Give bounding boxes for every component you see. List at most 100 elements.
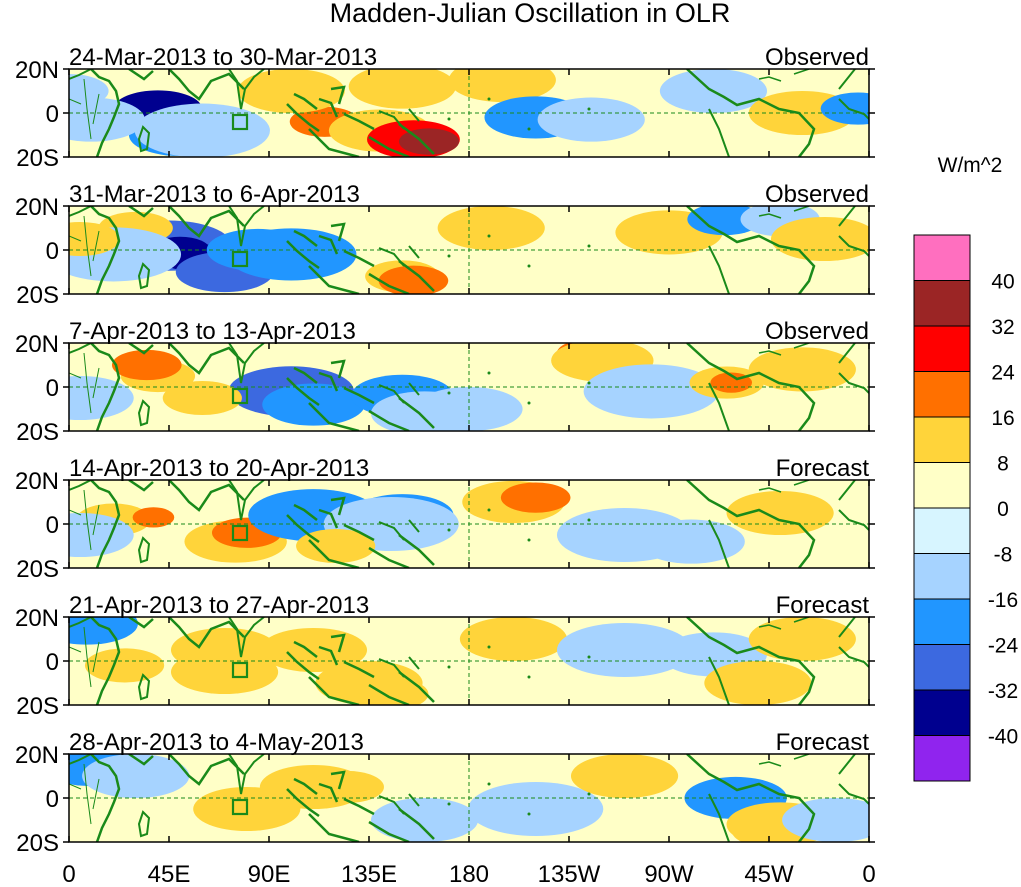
- anomaly-blob: [378, 265, 449, 294]
- colorbar-tick-label: 8: [997, 453, 1009, 476]
- lat-label: 20S: [16, 282, 59, 309]
- index-box: [231, 524, 249, 542]
- anomaly-blob: [570, 754, 679, 799]
- colorbar-tick-label: 0: [997, 498, 1009, 521]
- lat-label: 20S: [16, 145, 59, 172]
- panel-dates: 28-Apr-2013 to 4-May-2013: [69, 729, 364, 756]
- map-panels: 24-Mar-2013 to 30-Mar-2013 Observed 20N 0 20…: [15, 44, 875, 857]
- anomaly-blob: [448, 69, 556, 103]
- index-box: [231, 798, 249, 816]
- anomaly-blob: [354, 677, 429, 705]
- map-panel: 24-Mar-2013 to 30-Mar-2013 Observed 20N 0 20…: [15, 44, 875, 172]
- anomaly-blob: [111, 349, 182, 381]
- anomaly-blob: [237, 69, 345, 114]
- anomaly-blob: [726, 490, 834, 536]
- lat-label: 20S: [16, 419, 59, 446]
- lat-label: 20N: [15, 605, 59, 632]
- anomaly-blob: [162, 380, 242, 416]
- lat-label: 20N: [15, 194, 59, 221]
- lat-label: 20N: [15, 742, 59, 769]
- index-box: [231, 113, 249, 131]
- colorbar-swatch: [913, 325, 971, 372]
- colorbar-swatch: [913, 234, 971, 281]
- panel-dates: 24-Mar-2013 to 30-Mar-2013: [69, 44, 377, 71]
- anomaly-blob: [748, 347, 856, 392]
- colorbar-tick-label: 40: [991, 271, 1014, 294]
- lon-label: 0: [862, 861, 875, 887]
- panel-dates: 14-Apr-2013 to 20-Apr-2013: [69, 455, 369, 482]
- anomaly-blob: [170, 649, 279, 695]
- index-box: [231, 387, 249, 405]
- panel-dates: 7-Apr-2013 to 13-Apr-2013: [69, 318, 356, 345]
- panel-kind: Observed: [765, 44, 869, 71]
- anomaly-blob: [556, 622, 693, 678]
- anomaly-blob: [226, 228, 357, 281]
- map-panel: 21-Apr-2013 to 27-Apr-2013 Forecast 20N 0 20…: [15, 592, 875, 720]
- colorbar-swatch: [913, 735, 971, 782]
- anomaly-blob: [537, 97, 645, 142]
- longitude-axis: 0 45E 90E 135E 180 135W 90W 45W 0: [62, 861, 875, 887]
- anomaly-field: [69, 754, 869, 842]
- anomaly-blob: [500, 482, 571, 513]
- map-panel: 28-Apr-2013 to 4-May-2013 Forecast 20N 0 20S: [15, 729, 875, 857]
- lat-label: 20S: [16, 556, 59, 583]
- figure-title: Madden-Julian Oscillation in OLR: [330, 0, 731, 28]
- panel-kind: Forecast: [776, 729, 870, 756]
- anomaly-blob: [782, 797, 869, 842]
- colorbar-swatch: [913, 553, 971, 600]
- lat-label: 20N: [15, 468, 59, 495]
- anomaly-blob: [583, 364, 719, 419]
- colorbar-swatch: [913, 416, 971, 463]
- colorbar-swatch: [913, 644, 971, 691]
- anomaly-blob: [84, 648, 165, 683]
- colorbar-tick-label: -16: [988, 589, 1018, 612]
- anomaly-blob: [748, 617, 856, 662]
- colorbar-swatch: [913, 507, 971, 554]
- lon-label: 45W: [744, 861, 794, 887]
- anomaly-blob: [459, 617, 568, 662]
- colorbar-tick-label: -40: [988, 726, 1018, 749]
- panel-kind: Forecast: [776, 455, 870, 482]
- lat-label: 0: [46, 649, 59, 676]
- panel-kind: Observed: [765, 181, 869, 208]
- panel-dates: 31-Mar-2013 to 6-Apr-2013: [69, 181, 360, 208]
- colorbar: [913, 234, 971, 782]
- anomaly-blob: [132, 507, 175, 528]
- colorbar-swatch: [913, 689, 971, 736]
- lon-label: 180: [449, 861, 489, 887]
- lat-label: 20N: [15, 331, 59, 358]
- anomaly-blob: [69, 221, 120, 257]
- lon-label: 135W: [538, 861, 601, 887]
- anomaly-blob: [134, 103, 270, 157]
- anomaly-blob: [69, 97, 145, 142]
- anomaly-blob: [820, 92, 869, 125]
- anomaly-blob: [399, 128, 459, 155]
- colorbar-tick-label: -8: [994, 544, 1013, 567]
- lat-label: 0: [46, 786, 59, 813]
- lat-label: 0: [46, 101, 59, 128]
- anomaly-blob: [770, 216, 869, 262]
- anomaly-field: [69, 69, 869, 157]
- panel-kind: Observed: [765, 318, 869, 345]
- anomaly-blob: [704, 660, 812, 705]
- panel-kind: Forecast: [776, 592, 870, 619]
- anomaly-blob: [370, 797, 479, 842]
- colorbar-swatch: [913, 462, 971, 509]
- anomaly-field: [69, 617, 869, 705]
- lat-label: 0: [46, 512, 59, 539]
- colorbar-tick-label: 24: [991, 362, 1015, 385]
- colorbar-tick-label: 32: [991, 316, 1014, 339]
- index-box: [231, 661, 249, 679]
- colorbar-tick-label: -32: [988, 680, 1018, 703]
- lon-label: 90E: [248, 861, 291, 887]
- colorbar-swatch: [913, 598, 971, 645]
- lat-label: 20S: [16, 693, 59, 720]
- panel-dates: 21-Apr-2013 to 27-Apr-2013: [69, 592, 369, 619]
- map-panel: 14-Apr-2013 to 20-Apr-2013 Forecast 20N 0 20…: [15, 455, 875, 583]
- anomaly-blob: [348, 69, 456, 109]
- lon-label: 45E: [148, 861, 191, 887]
- colorbar-tick-label: 16: [991, 407, 1014, 430]
- anomaly-blob: [437, 206, 545, 251]
- anomaly-blob: [262, 383, 365, 426]
